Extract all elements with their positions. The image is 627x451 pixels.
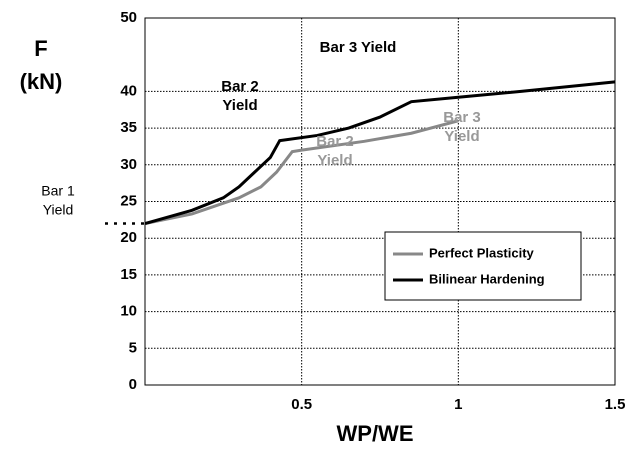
y-tick-label: 35 [120, 119, 137, 136]
annotation: Bar 2 [221, 78, 259, 95]
annotation: Yield [317, 152, 352, 169]
y-tick-label: 40 [120, 82, 137, 99]
line-series [144, 80, 616, 225]
x-tick-label: 0.5 [291, 396, 312, 413]
line-series [144, 119, 459, 225]
plot-frame [144, 17, 616, 386]
y-axis-label: (kN) [20, 69, 63, 94]
legend-label: Perfect Plasticity [429, 245, 535, 260]
y-tick-label: 25 [120, 192, 137, 209]
legend-label: Bilinear Hardening [429, 271, 545, 286]
y-tick-label: 0 [129, 376, 137, 393]
annotation: Bar 2 [316, 133, 354, 150]
annotation: Bar 3 Yield [320, 39, 397, 56]
x-axis-label: WP/WE [337, 421, 414, 446]
annotation: Bar 1 [41, 183, 75, 199]
x-tick-label: 1.5 [605, 396, 626, 413]
annotation: Yield [444, 128, 479, 145]
y-tick-label: 50 [120, 9, 137, 26]
legend-box [384, 231, 582, 301]
annotation: Bar 3 [443, 109, 481, 126]
x-tick-label: 1 [454, 396, 462, 413]
annotation: Yield [222, 97, 257, 114]
y-tick-label: 30 [120, 156, 137, 173]
y-tick-label: 5 [129, 339, 137, 356]
y-tick-label: 20 [120, 229, 137, 246]
y-tick-label: 15 [120, 266, 137, 283]
y-tick-label: 10 [120, 303, 137, 320]
annotation: Yield [43, 202, 74, 218]
y-axis-label: F [34, 36, 47, 61]
